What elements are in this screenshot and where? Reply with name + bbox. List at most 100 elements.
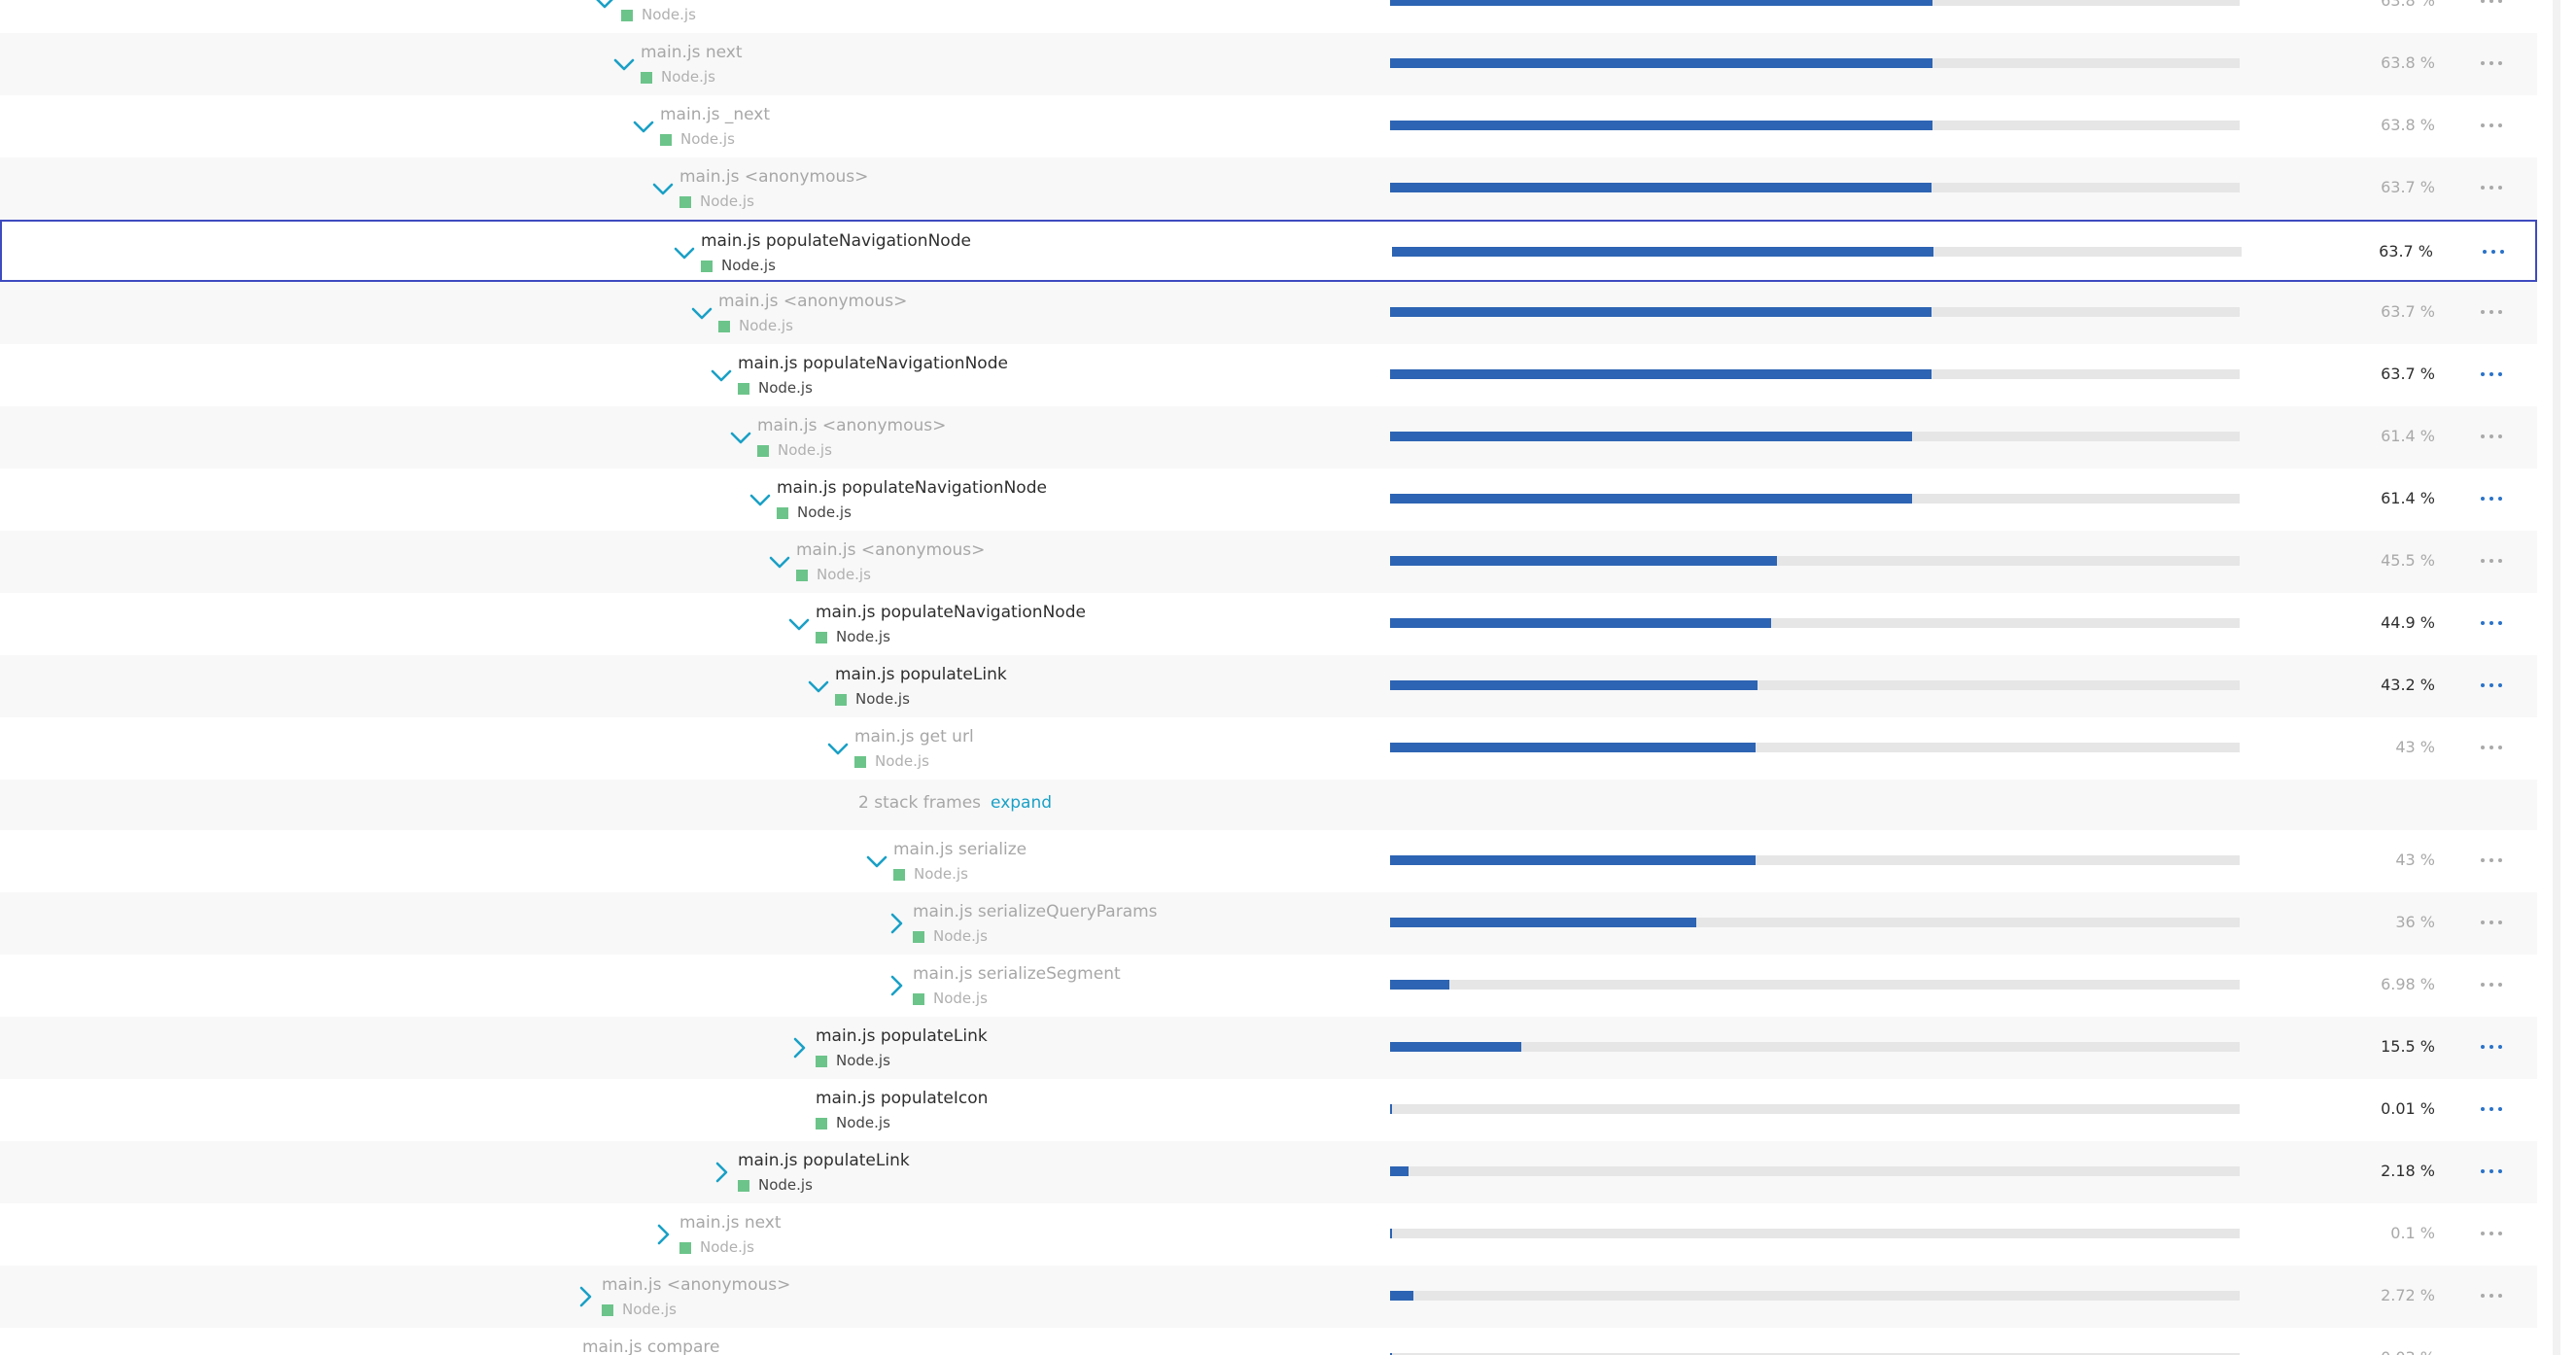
more-options-icon[interactable] (2477, 1099, 2506, 1119)
progress-bar (1392, 247, 2242, 257)
more-options-icon[interactable] (2477, 489, 2506, 508)
chevron-right-icon[interactable] (650, 1222, 676, 1247)
progress-bar (1390, 183, 2240, 192)
chevron-down-icon[interactable] (786, 611, 812, 637)
progress-bar-fill (1390, 918, 1696, 927)
chevron-right-icon[interactable] (884, 911, 909, 936)
technology-icon (660, 134, 672, 146)
technology-icon (835, 694, 847, 706)
more-options-icon[interactable] (2477, 427, 2506, 446)
call-tree-row[interactable]: main.js populateLink Node.js 15.5 % (0, 1017, 2537, 1079)
chevron-down-icon[interactable] (592, 0, 617, 15)
more-options-icon[interactable] (2477, 1162, 2506, 1181)
function-name: main.js populateLink (835, 665, 1007, 684)
progress-bar-fill (1390, 0, 1932, 6)
progress-bar (1390, 369, 2240, 379)
chevron-down-icon[interactable] (709, 363, 734, 388)
progress-bar (1390, 918, 2240, 927)
more-options-icon[interactable] (2477, 676, 2506, 695)
chevron-down-icon[interactable] (689, 300, 714, 326)
chevron-down-icon[interactable] (806, 674, 831, 699)
chevron-down-icon[interactable] (672, 240, 697, 265)
chevron-down-icon[interactable] (864, 849, 889, 874)
percentage-value: 63.7 % (2381, 365, 2435, 383)
more-options-icon[interactable] (2477, 551, 2506, 571)
technology-icon (679, 1242, 691, 1254)
more-options-icon[interactable] (2477, 116, 2506, 135)
call-tree-row[interactable]: main.js serializeSegment Node.js 6.98 % (0, 955, 2537, 1017)
chevron-right-icon[interactable] (573, 1284, 598, 1309)
more-options-icon[interactable] (2477, 851, 2506, 870)
chevron-down-icon[interactable] (748, 487, 773, 512)
more-options-icon[interactable] (2477, 178, 2506, 197)
more-options-icon[interactable] (2477, 738, 2506, 757)
progress-bar-fill (1390, 121, 1932, 130)
chevron-down-icon[interactable] (728, 425, 753, 450)
call-tree-row[interactable]: main.js serializeQueryParams Node.js 36 % (0, 892, 2537, 955)
chevron-right-icon[interactable] (709, 1160, 734, 1185)
more-options-icon[interactable] (2477, 613, 2506, 633)
chevron-right-icon[interactable] (884, 973, 909, 998)
percentage-value: 43 % (2395, 738, 2435, 756)
chevron-right-icon[interactable] (786, 1035, 812, 1060)
call-tree-row[interactable]: main.js <anonymous> Node.js 45.5 % (0, 531, 2537, 593)
chevron-down-icon[interactable] (650, 176, 676, 201)
more-options-icon[interactable] (2477, 53, 2506, 73)
call-tree-row[interactable]: main.js next Node.js 0.1 % (0, 1203, 2537, 1266)
scrollbar[interactable] (2553, 0, 2560, 1355)
progress-bar-fill (1390, 369, 1932, 379)
progress-bar-fill (1390, 556, 1777, 566)
more-options-icon[interactable] (2477, 1348, 2506, 1355)
technology-icon (816, 632, 827, 643)
call-tree-row[interactable]: main.js populateNavigationNode Node.js 63.… (0, 344, 2537, 406)
call-tree-row[interactable]: main.js populateIcon Node.js 0.01 % (0, 1079, 2537, 1141)
technology-icon (621, 10, 633, 21)
more-options-icon[interactable] (2477, 975, 2506, 994)
percentage-value: 2.18 % (2381, 1162, 2435, 1180)
more-options-icon[interactable] (2477, 365, 2506, 384)
more-options-icon[interactable] (2479, 242, 2508, 261)
function-name: main.js <anonymous> (757, 416, 947, 435)
call-tree-row[interactable]: main.js populateNavigationNode Node.js 44.… (0, 593, 2537, 655)
more-options-icon[interactable] (2477, 1037, 2506, 1057)
call-tree-row[interactable]: main.js compare 0.03 % (0, 1328, 2537, 1355)
function-name: main.js compare (582, 1338, 720, 1355)
chevron-down-icon[interactable] (631, 114, 656, 139)
progress-bar (1390, 307, 2240, 317)
more-options-icon[interactable] (2477, 1286, 2506, 1305)
percentage-value: 36 % (2395, 913, 2435, 931)
call-tree-row[interactable]: main.js populateNavigationNode Node.js 61.… (0, 469, 2537, 531)
percentage-value: 61.4 % (2381, 489, 2435, 507)
call-tree-row[interactable]: main.js get url Node.js 43 % (0, 717, 2537, 780)
technology-label: Node.js (758, 1176, 813, 1194)
expand-link[interactable]: expand (991, 793, 1053, 813)
more-options-icon[interactable] (2477, 1224, 2506, 1243)
call-tree-row[interactable]: main.js <anonymous> Node.js 63.7 % (0, 157, 2537, 220)
percentage-value: 43 % (2395, 851, 2435, 869)
call-tree-row[interactable]: main.js _next Node.js 63.8 % (0, 95, 2537, 157)
call-tree-row[interactable]: main.js serialize Node.js 43 % (0, 830, 2537, 892)
progress-bar-fill (1390, 1353, 1392, 1355)
call-tree-row[interactable]: main.js populateLink Node.js 2.18 % (0, 1141, 2537, 1203)
chevron-down-icon[interactable] (611, 52, 637, 77)
call-tree-row[interactable]: main.js populateLink Node.js 43.2 % (0, 655, 2537, 717)
more-options-icon[interactable] (2477, 302, 2506, 322)
chevron-down-icon[interactable] (767, 549, 792, 574)
percentage-value: 44.9 % (2381, 613, 2435, 632)
technology-label: Node.js (739, 317, 793, 334)
call-tree-row[interactable]: main.js <anonymous> Node.js 61.4 % (0, 406, 2537, 469)
technology-label: Node.js (817, 566, 871, 583)
chevron-down-icon[interactable] (825, 736, 851, 761)
call-tree-row[interactable]: main.js next Node.js 63.8 % (0, 33, 2537, 95)
more-options-icon[interactable] (2477, 913, 2506, 932)
technology-label: Node.js (933, 990, 988, 1007)
progress-bar (1390, 556, 2240, 566)
technology-icon (777, 507, 788, 519)
more-options-icon[interactable] (2477, 0, 2506, 11)
function-name: main.js populateNavigationNode (777, 478, 1047, 498)
call-tree-row[interactable]: Node.js 63.8 % (0, 0, 2537, 33)
call-tree-row[interactable]: main.js populateNavigationNode Node.js 63.… (0, 220, 2537, 282)
technology-label: Node.js (758, 379, 813, 397)
call-tree-row[interactable]: main.js <anonymous> Node.js 2.72 % (0, 1266, 2537, 1328)
call-tree-row[interactable]: main.js <anonymous> Node.js 63.7 % (0, 282, 2537, 344)
